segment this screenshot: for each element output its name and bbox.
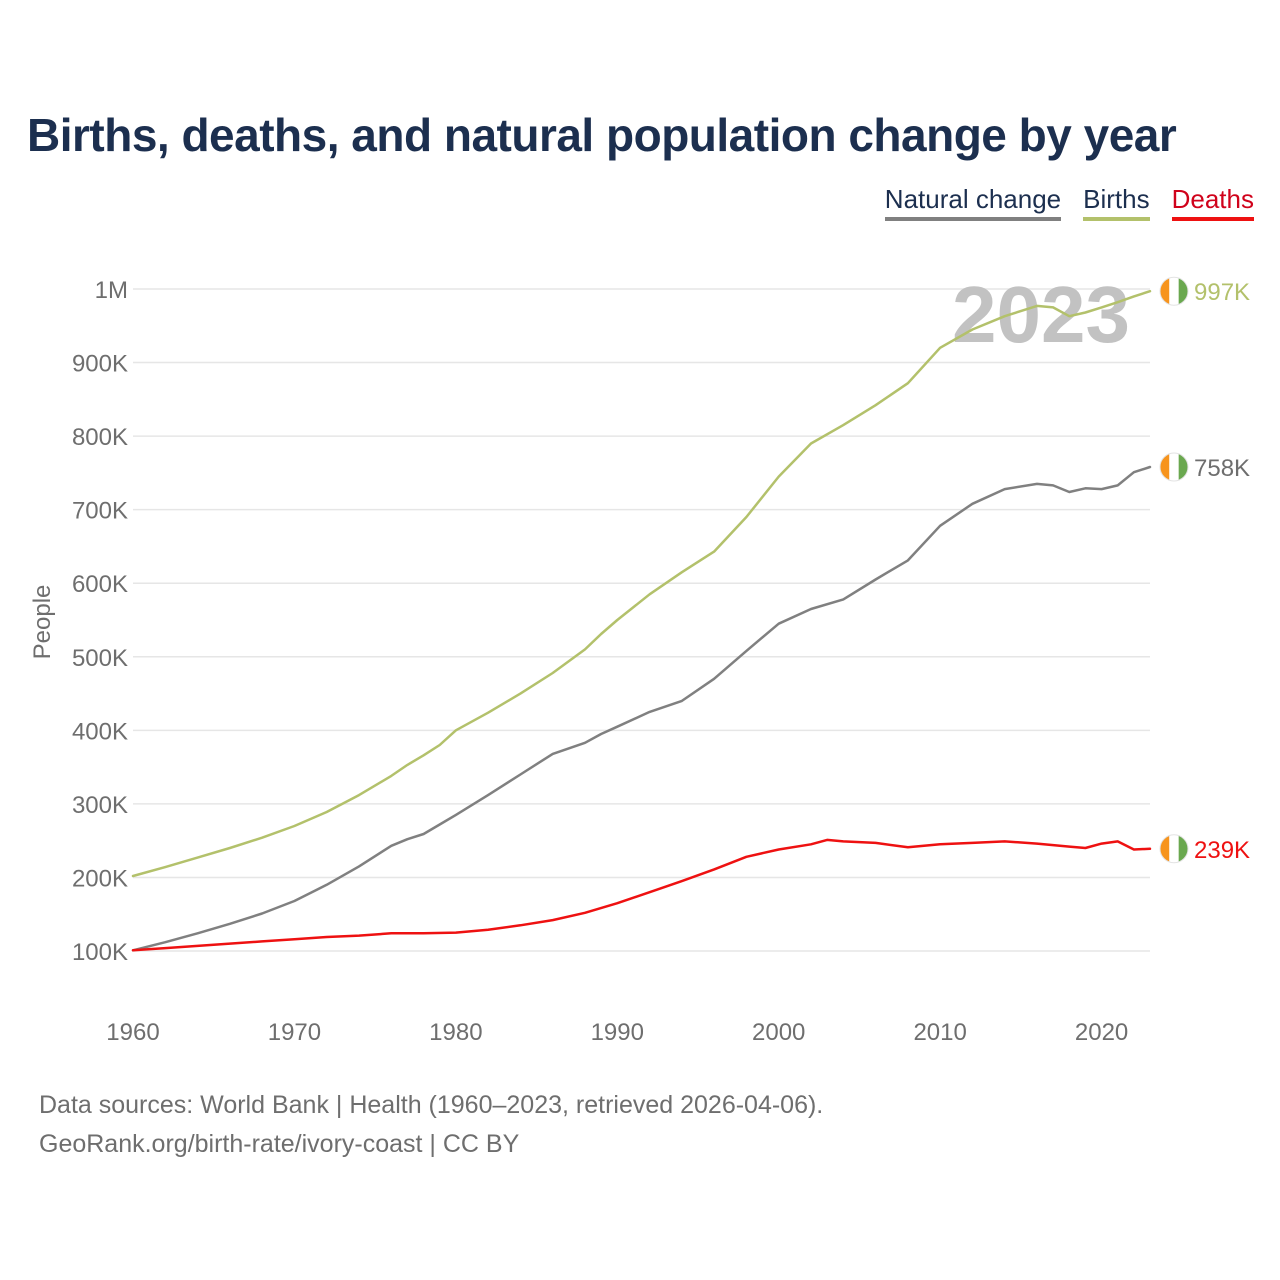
data-sources: Data sources: World Bank | Health (1960–… xyxy=(39,1091,824,1119)
ivory-coast-flag-icon xyxy=(1159,834,1189,864)
y-tick-label: 600K xyxy=(72,571,128,598)
legend: Natural change Births Deaths xyxy=(884,184,1254,221)
y-tick-label: 400K xyxy=(72,718,128,745)
legend-item-deaths[interactable]: Deaths xyxy=(1171,184,1254,221)
legend-item-births[interactable]: Births xyxy=(1083,184,1150,221)
y-tick-label: 700K xyxy=(72,498,128,525)
x-tick-label: 2000 xyxy=(752,1019,805,1046)
natural-change-line[interactable] xyxy=(131,465,1152,952)
births-end-label: 997K xyxy=(1194,279,1250,306)
ivory-coast-flag-icon xyxy=(1159,452,1189,482)
x-tick-label: 2020 xyxy=(1075,1019,1128,1046)
y-tick-label: 900K xyxy=(72,351,128,378)
deaths-end-label: 239K xyxy=(1194,837,1250,864)
end-markers: 997K 758K 239K xyxy=(1159,276,1250,864)
y-tick-label: 100K xyxy=(72,939,128,966)
y-tick-label: 300K xyxy=(72,792,128,819)
y-axis-label: People xyxy=(29,585,56,660)
footer: Data sources: World Bank | Health (1960–… xyxy=(39,1086,823,1164)
series-lines xyxy=(131,289,1152,952)
x-tick-label: 2010 xyxy=(913,1019,966,1046)
year-watermark: 2023 xyxy=(952,270,1130,359)
x-axis: 1960 1970 1980 1990 2000 2010 2020 xyxy=(106,1019,1128,1046)
natural-change-end-label: 758K xyxy=(1194,455,1250,482)
x-tick-label: 1990 xyxy=(591,1019,644,1046)
y-tick-label: 1M xyxy=(95,277,128,304)
chart-title: Births, deaths, and natural population c… xyxy=(27,109,1177,161)
x-tick-label: 1970 xyxy=(268,1019,321,1046)
x-tick-label: 1960 xyxy=(106,1019,159,1046)
y-tick-label: 200K xyxy=(72,865,128,892)
gridlines xyxy=(133,288,1150,952)
ivory-coast-flag-icon xyxy=(1159,276,1189,306)
y-axis: 100K 200K 300K 400K 500K 600K 700K 800K 900K 1M xyxy=(72,277,128,966)
y-tick-label: 500K xyxy=(72,645,128,672)
x-tick-label: 1980 xyxy=(429,1019,482,1046)
legend-item-natural-change[interactable]: Natural change xyxy=(884,184,1062,221)
deaths-line[interactable] xyxy=(131,838,1152,952)
births-line[interactable] xyxy=(131,289,1152,878)
y-tick-label: 800K xyxy=(72,424,128,451)
credit-line: GeoRank.org/birth-rate/ivory-coast | CC … xyxy=(39,1130,520,1158)
